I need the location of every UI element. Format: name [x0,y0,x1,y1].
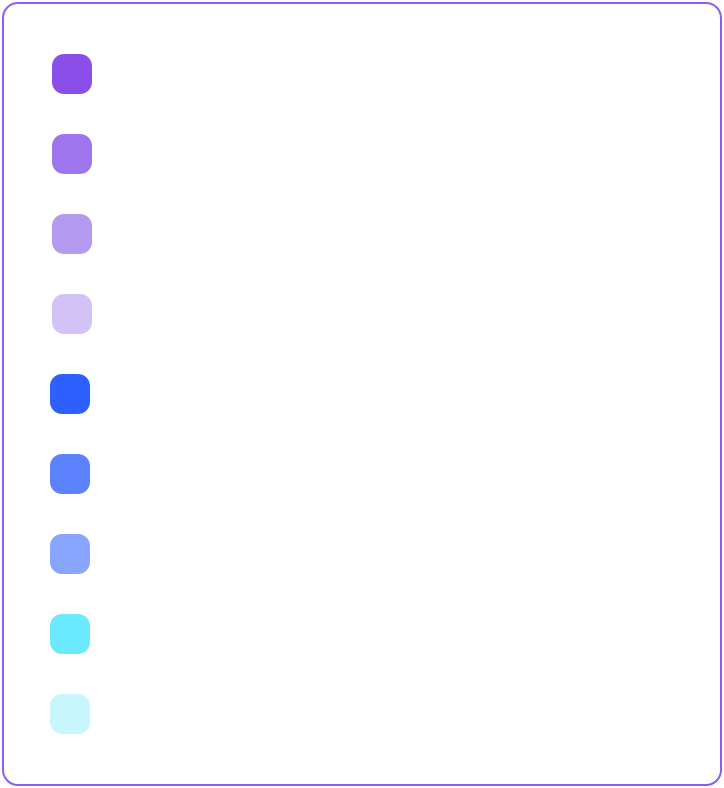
color-swatch [50,694,90,734]
color-swatch [52,54,92,94]
color-swatch [50,454,90,494]
color-swatch [50,534,90,574]
color-swatch [52,294,92,334]
color-swatch [52,214,92,254]
color-swatch [50,374,90,414]
color-swatch [50,614,90,654]
color-swatch [52,134,92,174]
